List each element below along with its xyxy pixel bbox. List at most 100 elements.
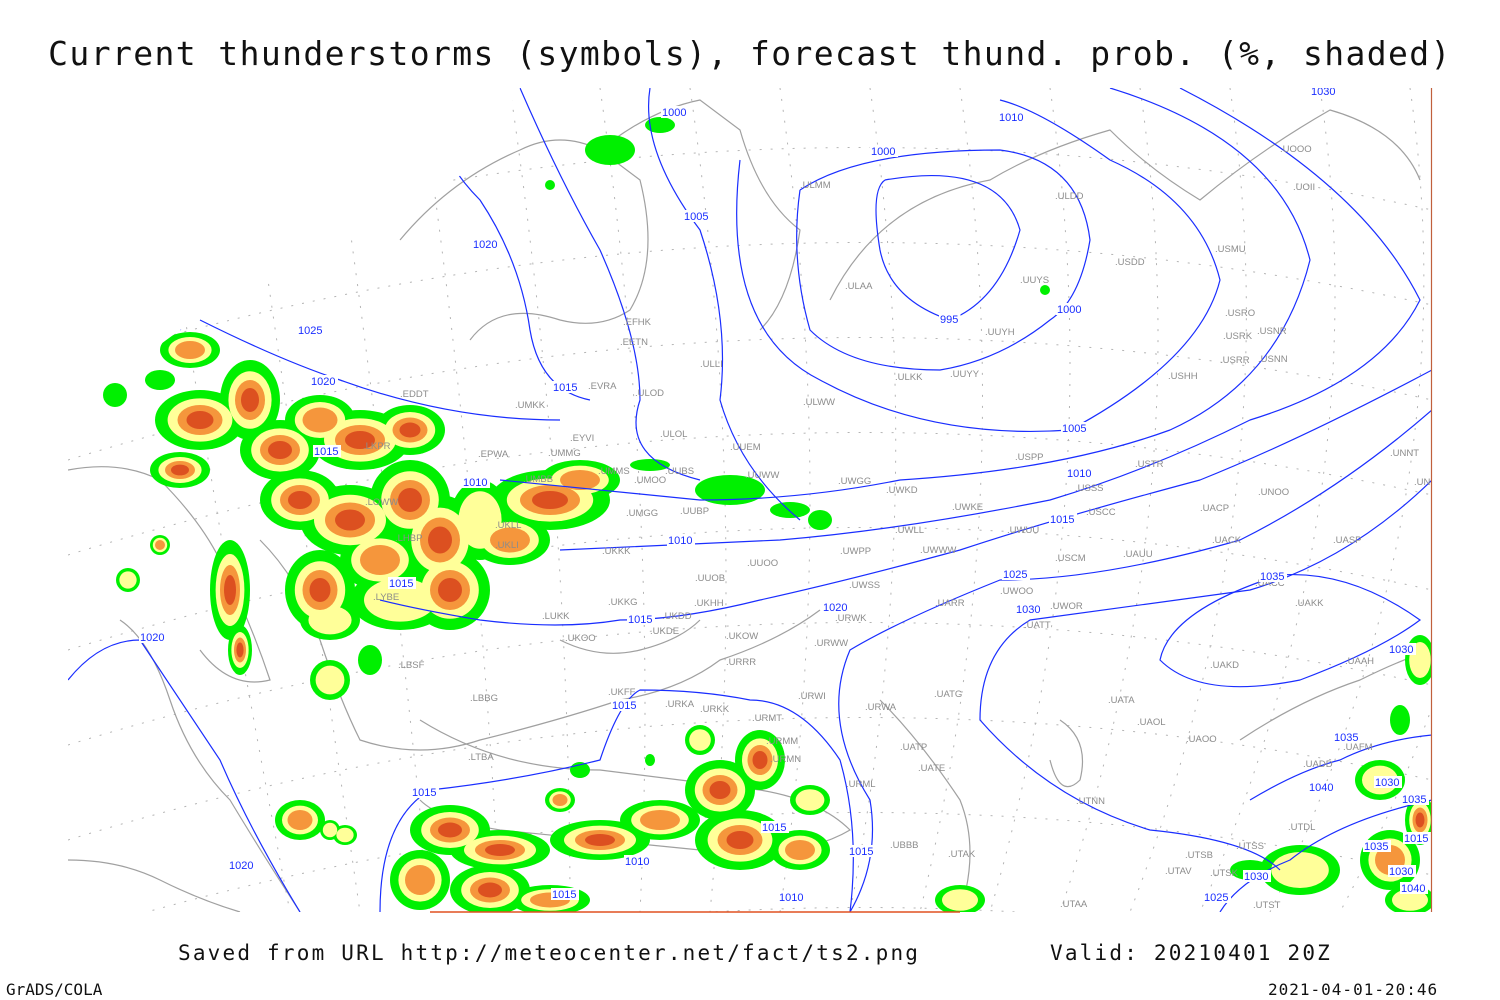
prob-very-high-area (438, 822, 462, 838)
station-label: .UAAH (1345, 656, 1374, 667)
station-label: .EPWA (478, 449, 509, 460)
prob-very-high-area (345, 431, 375, 449)
station-label: .UUOB (695, 573, 725, 584)
prob-mid-area (308, 605, 352, 635)
station-label: .ULMM (800, 180, 831, 191)
isobar-label-bg (228, 859, 256, 871)
isobar-label: 995 (940, 314, 958, 326)
prob-high-area (560, 470, 600, 490)
station-label: .UWOR (1050, 601, 1083, 612)
station-label: .UWPP (840, 546, 871, 557)
isobar-line (1159, 573, 1422, 688)
prob-low-area (645, 754, 655, 766)
station-label: .UUEM (730, 442, 761, 453)
station-label: .UKKG (608, 597, 638, 608)
isobar-label-bg (624, 855, 652, 867)
isobar-label-bg (1401, 793, 1429, 805)
station-label: .UMBB (523, 474, 553, 485)
station-label: .ULDD (1055, 191, 1084, 202)
isobar-label-bg (822, 601, 850, 613)
meridian-line (149, 88, 291, 912)
prob-very-high-area (532, 491, 568, 509)
prob-high-area (360, 545, 400, 575)
prob-very-high-area (171, 464, 189, 476)
isobar-label-bg (552, 381, 580, 393)
station-labels: .EDDT .UMKK .EVRA .EFHK .EETN .ULLI .ULOD .ULOL… (363, 144, 1432, 911)
meridian-line (1059, 88, 1159, 912)
prob-very-high-area (485, 844, 515, 856)
isobar-label: 1010 (668, 535, 692, 547)
isobar-label: 1005 (1062, 423, 1086, 435)
station-label: .UTDL (1288, 822, 1315, 833)
station-label: .URRR (726, 657, 756, 668)
isobar-label: 1020 (311, 376, 335, 388)
isobar-line (68, 639, 301, 912)
isobar-line (736, 99, 1221, 432)
coastline (559, 619, 701, 654)
station-label: .UUBP (680, 506, 709, 517)
station-label: .USHH (1168, 371, 1198, 382)
prob-mid-area (689, 729, 711, 751)
isobar-label-bg (1066, 467, 1094, 479)
station-label: .UTNN (1076, 796, 1105, 807)
station-label: .URMN (770, 754, 801, 765)
isobar-label: 1015 (1050, 514, 1074, 526)
isobar-label-bg (778, 891, 806, 903)
isobar-label-bg (551, 888, 579, 900)
station-label: .UUOO (747, 558, 778, 569)
isobar-label: 1025 (1204, 892, 1228, 904)
station-label: .UACK (1212, 535, 1242, 546)
station-label: .UTSK (1210, 868, 1239, 879)
prob-low-area (145, 370, 175, 390)
isobar-label-bg (1243, 870, 1271, 882)
station-label: .UWSS (849, 580, 880, 591)
isobar-label-bg (1388, 865, 1416, 877)
isobar-label: 1015 (1404, 833, 1428, 845)
isobar-label: 1000 (662, 107, 686, 119)
isobar-label: 1010 (463, 477, 487, 489)
station-label: .ULKK (895, 372, 923, 383)
station-label: .UKDD (662, 611, 692, 622)
isobar-label: 1025 (298, 325, 322, 337)
prob-very-high-area (224, 575, 236, 605)
station-label: .LHBP (395, 533, 422, 544)
isobar-label: 1015 (628, 614, 652, 626)
station-label: .UARR (935, 598, 965, 609)
station-label: .UWUU (1007, 525, 1039, 536)
isobar-label-bg (313, 445, 341, 457)
isobar-label-bg (1374, 776, 1402, 788)
isobar-label-bg (1015, 603, 1043, 615)
station-label: .USDD (1115, 257, 1145, 268)
isobar-label: 1010 (999, 112, 1023, 124)
prob-very-high-area (585, 834, 615, 846)
coastline (879, 699, 971, 912)
station-label: .UUYY (950, 369, 980, 380)
prob-high-area (785, 840, 815, 860)
isobar-label-bg (848, 845, 876, 857)
station-label: .LBSF (398, 660, 425, 671)
prob-high-area (155, 540, 165, 550)
coastline (829, 109, 1421, 301)
isobar-label: 1040 (1309, 782, 1333, 794)
isobar-label: 1020 (473, 239, 497, 251)
station-label: .ULWW (803, 397, 835, 408)
isobar-label: 1035 (1260, 571, 1284, 583)
station-label: .LUKK (542, 611, 570, 622)
station-label: .UAFM (1343, 742, 1373, 753)
station-label: .UBBB (890, 840, 919, 851)
isobar-line (979, 479, 1432, 871)
station-label: .UKLL (495, 520, 521, 531)
station-label: .UTSB (1185, 850, 1213, 861)
prob-very-high-area (288, 491, 312, 509)
station-label: .URWI (798, 691, 826, 702)
isobar-label: 1015 (412, 787, 436, 799)
station-label: .UKHH (694, 598, 724, 609)
isobar-label-bg (1310, 88, 1338, 97)
station-label: .UATA (1108, 695, 1135, 706)
prob-very-high-area (709, 781, 731, 799)
station-label: .USNN (1258, 354, 1288, 365)
isobar-label-bg (1308, 781, 1336, 793)
station-label: .UMMG (548, 448, 581, 459)
isobar-label: 1020 (140, 632, 164, 644)
station-label: .UKOO (565, 633, 596, 644)
